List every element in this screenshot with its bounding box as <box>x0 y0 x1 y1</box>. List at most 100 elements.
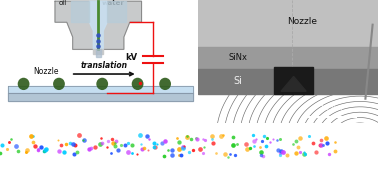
Point <box>201 145 207 148</box>
Polygon shape <box>93 49 103 54</box>
Point <box>169 149 175 152</box>
Point <box>293 151 299 154</box>
Point <box>318 139 324 141</box>
Point <box>97 143 103 145</box>
Point <box>258 151 264 153</box>
Point <box>41 150 47 153</box>
Point <box>231 136 237 139</box>
Point <box>290 143 296 145</box>
Point <box>99 142 105 145</box>
Point <box>138 143 144 146</box>
Point <box>159 142 165 144</box>
Point <box>144 135 150 138</box>
Point <box>58 143 64 146</box>
Point <box>266 140 273 143</box>
Point <box>213 152 219 155</box>
Point <box>225 155 231 158</box>
Point <box>31 145 37 148</box>
Point <box>112 141 118 144</box>
Point <box>261 135 267 137</box>
Point <box>139 147 146 150</box>
Point <box>262 144 268 147</box>
Point <box>24 148 30 151</box>
Text: kV: kV <box>125 53 138 63</box>
Point <box>133 152 139 155</box>
Text: oil: oil <box>59 0 67 6</box>
Point <box>200 151 206 154</box>
Point <box>280 151 286 153</box>
Point <box>310 142 316 145</box>
Point <box>301 152 307 155</box>
Point <box>98 137 104 140</box>
Point <box>188 138 194 140</box>
Point <box>162 140 168 143</box>
Point <box>244 148 250 151</box>
Polygon shape <box>8 93 193 101</box>
Point <box>92 145 98 148</box>
Point <box>150 146 156 149</box>
Point <box>63 143 69 146</box>
Point <box>234 142 240 145</box>
Point <box>8 137 14 140</box>
Point <box>169 154 175 156</box>
Text: 10 μm: 10 μm <box>320 105 342 111</box>
Point <box>113 139 119 142</box>
Point <box>220 134 226 136</box>
Point <box>274 139 280 142</box>
Point <box>258 153 264 156</box>
Point <box>0 151 3 154</box>
Point <box>297 150 303 153</box>
Point <box>72 143 78 146</box>
Point <box>194 137 200 140</box>
Point <box>277 137 283 140</box>
Point <box>318 143 324 146</box>
Polygon shape <box>281 77 306 91</box>
Polygon shape <box>71 1 90 22</box>
Point <box>137 134 143 137</box>
Point <box>230 144 236 146</box>
Point <box>146 138 152 141</box>
Point <box>293 139 299 142</box>
Point <box>284 154 290 157</box>
Point <box>145 148 151 151</box>
Point <box>200 138 206 140</box>
Point <box>141 147 147 150</box>
Point <box>313 150 319 153</box>
Point <box>297 137 304 139</box>
Point <box>41 150 47 152</box>
Point <box>277 152 283 154</box>
Point <box>209 138 215 140</box>
Polygon shape <box>274 67 313 94</box>
Polygon shape <box>96 49 101 57</box>
Point <box>184 135 191 137</box>
Point <box>35 148 41 151</box>
Polygon shape <box>198 47 378 69</box>
Point <box>125 141 131 144</box>
Point <box>332 150 338 152</box>
Point <box>70 143 76 146</box>
Text: Nozzle: Nozzle <box>33 67 59 76</box>
Point <box>176 154 182 156</box>
Point <box>55 139 61 142</box>
Point <box>320 144 326 146</box>
Point <box>61 151 67 154</box>
Point <box>56 150 62 153</box>
Polygon shape <box>198 69 378 94</box>
Point <box>275 149 281 152</box>
Point <box>323 137 329 139</box>
Point <box>184 136 190 138</box>
Point <box>71 153 77 155</box>
Point <box>181 144 187 147</box>
Point <box>332 141 338 144</box>
Point <box>152 146 158 149</box>
Point <box>253 137 259 140</box>
Point <box>110 141 116 144</box>
Text: SiNx: SiNx <box>228 53 248 63</box>
Point <box>76 134 82 136</box>
Ellipse shape <box>132 78 144 90</box>
Point <box>186 150 192 153</box>
Point <box>178 154 184 157</box>
Point <box>218 135 225 138</box>
Point <box>43 147 49 150</box>
Point <box>180 146 186 149</box>
